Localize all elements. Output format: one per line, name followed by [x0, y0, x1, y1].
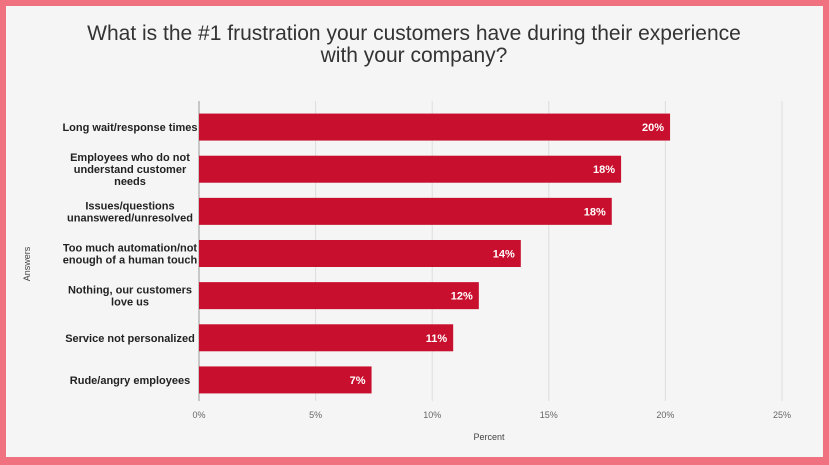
bars: 20% 18% 18% 14% 12% 11% 7% — [199, 113, 671, 394]
bar-value-label: 12% — [451, 291, 473, 303]
x-tick-label: 15% — [540, 410, 558, 420]
x-tick-label: 20% — [656, 410, 674, 420]
bar — [199, 282, 479, 310]
bar — [199, 155, 622, 183]
y-axis-label: Answers — [22, 246, 32, 281]
category-label: Issues/questions unanswered/unresolved — [67, 200, 193, 224]
bar-value-label: 18% — [584, 206, 606, 218]
x-tick-labels: 0% 5% 10% 15% 20% 25% — [192, 410, 791, 420]
category-labels: Long wait/response times Employees who do… — [62, 122, 197, 387]
chart-title-line: What is the #1 frustration your customer… — [87, 22, 741, 45]
bar — [199, 197, 612, 225]
x-axis-label: Percent — [473, 432, 505, 442]
x-tick-label: 5% — [309, 410, 322, 420]
category-label: Too much automation/not enough of a human… — [63, 243, 198, 267]
x-tick-label: 25% — [773, 410, 791, 420]
chart-title-line: with your company? — [320, 44, 508, 67]
x-tick-label: 10% — [423, 410, 441, 420]
bar-value-label: 14% — [493, 249, 515, 261]
x-tick-label: 0% — [192, 410, 205, 420]
bar — [199, 366, 372, 394]
bar — [199, 113, 671, 141]
bar-value-label: 7% — [350, 375, 366, 387]
category-label: Rude/angry employees — [70, 375, 190, 387]
bar — [199, 324, 454, 352]
category-label: Employees who do not understand customer n… — [70, 152, 190, 188]
bar-chart: What is the #1 frustration your customer… — [22, 22, 791, 442]
bar — [199, 240, 521, 267]
category-label: Nothing, our customers love us — [68, 285, 192, 309]
category-label: Long wait/response times — [62, 122, 197, 134]
bar-value-label: 11% — [426, 333, 448, 345]
chart-title: What is the #1 frustration your customer… — [87, 22, 741, 67]
category-label: Service not personalized — [65, 333, 195, 345]
bar-value-label: 18% — [593, 164, 615, 176]
chart-frame: What is the #1 frustration your customer… — [6, 6, 823, 457]
bar-value-label: 20% — [642, 122, 664, 134]
